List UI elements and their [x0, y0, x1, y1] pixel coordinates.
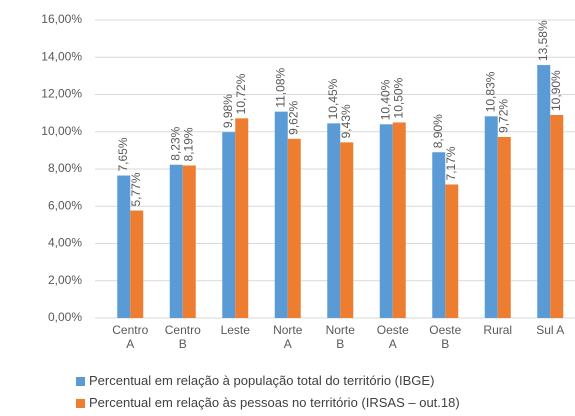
y-tick-label: 12,00% — [41, 87, 82, 101]
data-label: 9,43% — [339, 104, 353, 138]
x-tick-label: Sul A — [536, 323, 565, 337]
data-label: 9,72% — [496, 99, 510, 133]
bar — [287, 138, 301, 318]
x-tick-label: Leste — [220, 323, 250, 337]
data-label: 7,65% — [116, 137, 130, 171]
x-tick-label: Oeste A — [376, 323, 409, 351]
data-label: 10,83% — [483, 71, 497, 112]
legend-label: Percentual em relação às pessoas no terr… — [89, 395, 460, 410]
bar — [432, 152, 446, 318]
data-label: 9,98% — [221, 94, 235, 128]
data-label: 10,40% — [378, 79, 392, 120]
legend-label: Percentual em relação à população total … — [89, 373, 435, 388]
bar — [340, 142, 354, 318]
data-label: 9,62% — [286, 100, 300, 134]
bar — [497, 136, 511, 318]
bar — [484, 116, 498, 318]
bar — [550, 114, 564, 318]
data-label: 7,17% — [444, 146, 458, 180]
bar — [379, 124, 393, 318]
bar — [222, 132, 236, 318]
bar — [235, 118, 249, 318]
y-tick-label: 14,00% — [41, 49, 82, 63]
data-label: 8,90% — [431, 114, 445, 148]
data-label: 13,58% — [536, 20, 550, 61]
data-label: 8,19% — [181, 127, 195, 161]
y-tick-label: 10,00% — [41, 124, 82, 138]
x-tick-label: Centro A — [112, 323, 149, 351]
y-tick-label: 6,00% — [48, 198, 82, 212]
data-label: 10,90% — [549, 70, 563, 111]
x-tick-label: Norte B — [325, 323, 355, 351]
bar — [392, 122, 406, 318]
legend-swatch — [76, 399, 85, 408]
bar — [130, 210, 144, 318]
data-label: 10,50% — [391, 77, 405, 118]
bar — [445, 184, 459, 318]
data-label: 10,45% — [326, 78, 340, 119]
bar — [274, 111, 288, 318]
x-tick-label: Norte A — [273, 323, 303, 351]
x-tick-label: Centro B — [164, 323, 201, 351]
y-tick-label: 16,00% — [41, 12, 82, 26]
bar — [117, 175, 131, 318]
x-tick-label: Rural — [483, 323, 513, 337]
data-label: 11,08% — [273, 67, 287, 107]
y-tick-label: 8,00% — [48, 161, 82, 175]
y-tick-label: 4,00% — [48, 236, 82, 250]
bar — [169, 164, 183, 318]
data-label: 8,23% — [168, 126, 182, 160]
data-label: 10,72% — [234, 73, 248, 114]
bar — [537, 65, 551, 318]
x-tick-label: Oeste B — [429, 323, 462, 351]
y-tick-label: 2,00% — [48, 273, 82, 287]
legend-swatch — [76, 377, 85, 386]
bar — [327, 123, 341, 319]
y-tick-label: 0,00% — [48, 310, 82, 324]
bar — [182, 165, 196, 318]
data-label: 5,77% — [129, 172, 143, 206]
